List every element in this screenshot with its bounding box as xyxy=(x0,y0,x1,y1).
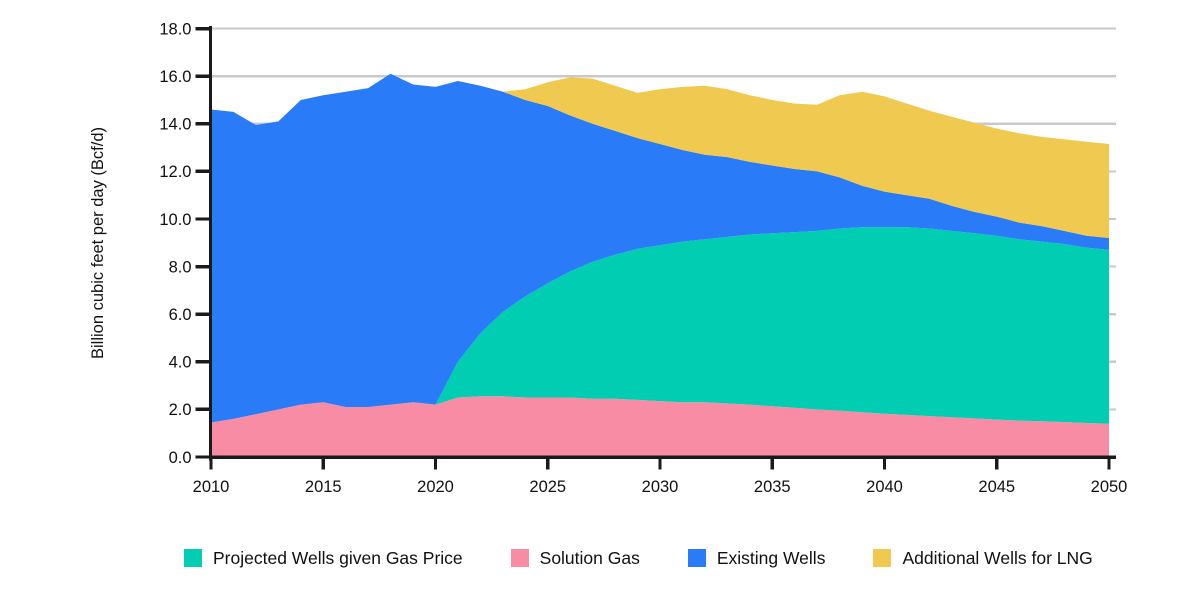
y-tick-6 xyxy=(195,312,210,316)
legend-swatch-0 xyxy=(184,549,202,567)
chart-legend: Projected Wells given Gas Price Solution … xyxy=(184,549,1093,567)
y-tick-label-6: 6.0 xyxy=(169,306,192,324)
y-tick-label-14: 14.0 xyxy=(159,116,191,134)
y-tick-14 xyxy=(195,122,210,126)
y-tick-2 xyxy=(195,407,210,412)
y-tick-8 xyxy=(195,264,210,269)
y-tick-10 xyxy=(195,217,210,221)
x-tick-label-2040: 2040 xyxy=(866,478,903,496)
x-tick-label-2015: 2015 xyxy=(305,478,342,496)
chart-plot-area: 0.0 2.0 4.0 6.0 8.0 10.0 12.0 14.0 16.0 18.0 2010 2… xyxy=(89,20,1128,496)
area-projected-wells-given-gas-price xyxy=(211,227,1109,424)
y-tick-label-10: 10.0 xyxy=(159,211,191,229)
legend-item-solution-gas: Solution Gas xyxy=(510,548,640,568)
legend-swatch-3 xyxy=(873,549,892,567)
x-tick-2050 xyxy=(1107,457,1111,470)
x-tick-label-2050: 2050 xyxy=(1091,478,1128,496)
y-tick-0 xyxy=(195,455,210,459)
x-tick-label-2010: 2010 xyxy=(193,478,230,496)
legend-label-0: Projected Wells given Gas Price xyxy=(213,548,463,568)
area-existing-wells xyxy=(211,73,1109,423)
y-axis-line xyxy=(208,26,213,461)
x-tick-label-2045: 2045 xyxy=(978,478,1015,496)
legend-item-projected-wells-given-gas-price: Projected Wells given Gas Price xyxy=(184,549,463,567)
legend-label-2: Existing Wells xyxy=(716,548,826,568)
y-tick-label-4: 4.0 xyxy=(169,354,192,372)
area-additional-wells-for-lng xyxy=(211,73,1109,238)
x-tick-2015 xyxy=(321,457,325,470)
y-tick-label-18: 18.0 xyxy=(159,20,191,38)
gridline-y-16 xyxy=(209,75,1116,78)
legend-swatch-2 xyxy=(687,549,706,567)
x-tick-2040 xyxy=(882,457,887,470)
x-tick-label-2030: 2030 xyxy=(642,478,679,496)
x-axis-line xyxy=(208,455,1117,459)
y-tick-18 xyxy=(195,26,210,31)
y-tick-label-0: 0.0 xyxy=(169,449,192,467)
y-axis-title: Billion cubic feet per day (Bcf/d) xyxy=(89,127,107,359)
legend-label-3: Additional Wells for LNG xyxy=(902,548,1093,568)
legend-label-1: Solution Gas xyxy=(539,548,640,568)
x-tick-label-2035: 2035 xyxy=(754,478,791,496)
y-tick-4 xyxy=(195,360,210,364)
x-tick-label-2020: 2020 xyxy=(417,478,454,496)
legend-swatch-1 xyxy=(510,549,529,567)
x-tick-2030 xyxy=(658,457,662,470)
x-tick-2045 xyxy=(995,457,999,470)
x-tick-2020 xyxy=(433,457,438,470)
area-solution-gas xyxy=(211,396,1109,457)
legend-item-additional-wells-for-lng: Additional Wells for LNG xyxy=(873,548,1093,568)
y-tick-label-2: 2.0 xyxy=(169,401,192,419)
x-tick-2035 xyxy=(770,457,774,470)
x-tick-label-2025: 2025 xyxy=(529,478,566,496)
x-tick-2025 xyxy=(546,457,550,470)
y-tick-label-8: 8.0 xyxy=(169,258,192,276)
y-tick-12 xyxy=(195,169,210,174)
gridline-y-18 xyxy=(209,27,1116,30)
y-tick-16 xyxy=(195,74,210,78)
y-tick-label-12: 12.0 xyxy=(159,163,191,181)
legend-item-existing-wells: Existing Wells xyxy=(687,548,826,568)
x-tick-2010 xyxy=(209,457,213,470)
y-tick-label-16: 16.0 xyxy=(159,68,191,86)
